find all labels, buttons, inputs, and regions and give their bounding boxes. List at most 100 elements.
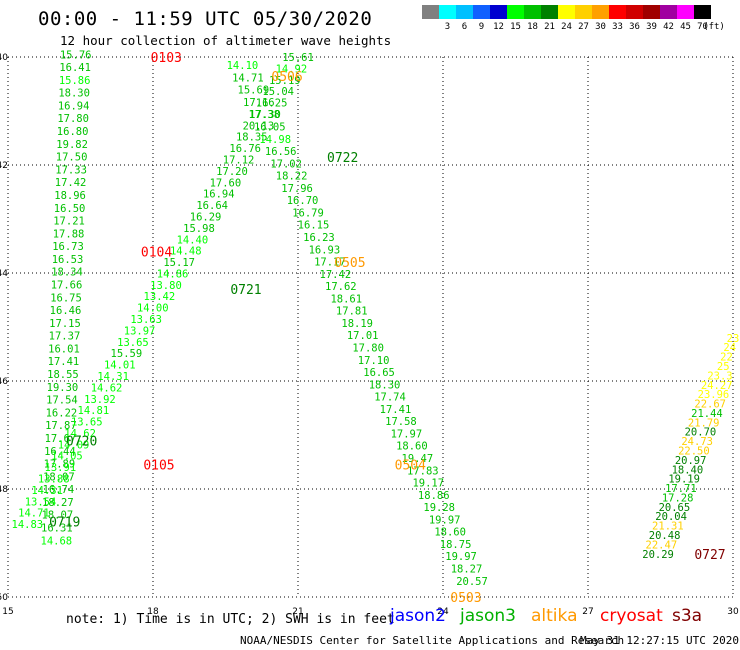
- wave-height-value: 16.65: [363, 367, 395, 379]
- wave-height-value: 14.31: [31, 485, 63, 497]
- colorbar-label: 36: [629, 22, 640, 32]
- wave-height-value: 19.97: [429, 514, 461, 526]
- wave-height-value: 17.28: [662, 492, 694, 504]
- wave-height-value: 17.42: [320, 269, 352, 281]
- wave-height-value: 14.09: [58, 439, 90, 451]
- wave-height-value: 14.62: [64, 428, 96, 440]
- wave-height-value: 17.37: [49, 331, 81, 343]
- wave-height-value: 24: [723, 342, 736, 354]
- legend-cryosat: cryosat: [600, 606, 663, 626]
- y-tick-label: -50: [0, 593, 8, 603]
- colorbar-label: 6: [461, 22, 468, 32]
- wave-height-value: 18.27: [451, 564, 483, 576]
- wave-height-value: 20.13: [243, 120, 275, 132]
- wave-height-value: 14.71: [18, 508, 50, 520]
- wave-height-value: 16.53: [52, 254, 84, 266]
- wave-height-value: 16.01: [48, 343, 80, 355]
- pass-time-label: 0505: [334, 256, 365, 271]
- y-tick-label: -40: [0, 53, 8, 63]
- wave-height-value: 17.74: [374, 392, 406, 404]
- y-tick-label: -46: [0, 377, 8, 387]
- pass-time-labels: 0103 0506 0722 0104 0505 0721 0720 0105 0504 0719…: [49, 51, 726, 606]
- wave-height-value: 18.07: [42, 510, 74, 522]
- wave-height-value: 17.20: [216, 166, 248, 178]
- wave-height-value: 17.80: [352, 343, 384, 355]
- colorbar-swatch: [694, 5, 711, 19]
- wave-height-value: 25: [717, 361, 730, 373]
- colorbar-swatch: [507, 5, 524, 19]
- wave-height-value: 15.61: [282, 52, 314, 64]
- wave-height-value: 17.88: [53, 228, 85, 240]
- wave-height-value: 20.65: [659, 502, 691, 514]
- wave-height-value: 17.89: [44, 459, 76, 471]
- wave-height-value: 16.64: [196, 200, 228, 212]
- wave-height-value: 21.31: [652, 521, 684, 533]
- wave-height-value: 14.01: [104, 360, 136, 372]
- wave-height-value: 18.07: [43, 471, 75, 483]
- wave-height-value: 18.86: [418, 490, 450, 502]
- wave-height-value: 17.10: [358, 355, 390, 367]
- wave-height-value: 20.48: [649, 530, 681, 542]
- wave-height-value: 14.48: [170, 246, 202, 258]
- wave-height-value: 16.93: [309, 244, 341, 256]
- wave-height-value: 16.73: [52, 241, 84, 253]
- wave-height-value: 16.79: [292, 207, 324, 219]
- wave-height-value: 18.61: [330, 293, 362, 305]
- pass-time-label: 0506: [271, 70, 302, 85]
- wave-height-value: 14.05: [51, 451, 83, 463]
- wave-height-value: 20.29: [642, 549, 674, 561]
- wave-height-value: 13.65: [71, 417, 103, 429]
- map-title: 00:00 - 11:59 UTC 05/30/2020: [38, 8, 373, 30]
- wave-height-value: 21.79: [688, 417, 720, 429]
- wave-height-value: 17.02: [270, 158, 302, 170]
- colorbar-label: 21: [544, 22, 555, 32]
- wave-height-value: 17.80: [57, 113, 89, 125]
- wave-height-value: 18.55: [47, 369, 79, 381]
- wave-height-value: 17.15: [49, 318, 81, 330]
- wave-height-value: 16.50: [54, 203, 86, 215]
- colorbar-swatch: [626, 5, 643, 19]
- pass-time-label: 0720: [66, 434, 97, 449]
- x-tick-label: 27: [582, 607, 593, 617]
- wave-height-value: 14.92: [276, 63, 308, 75]
- wave-height-value: 22.50: [678, 445, 710, 457]
- colorbar-label: 3: [444, 22, 451, 32]
- wave-height-value: 20.04: [655, 511, 687, 523]
- colorbar-label: 33: [612, 22, 623, 32]
- map-grid: [7, 56, 734, 598]
- wave-height-value: 18.60: [434, 527, 466, 539]
- observations: 15.7616.4115.8618.3016.9417.8016.8019.82…: [12, 49, 740, 588]
- wave-height-value: 18.96: [54, 190, 86, 202]
- wave-height-value: 18.40: [672, 464, 704, 476]
- wave-height-value: 16.15: [298, 220, 330, 232]
- wave-height-value: 17.60: [210, 177, 242, 189]
- wave-height-value: 17.87: [45, 420, 77, 432]
- footer-org: NOAA/NESDIS Center for Satellite Applica…: [240, 634, 625, 647]
- wave-height-value: 17.83: [407, 465, 439, 477]
- wave-height-value: 13.91: [45, 462, 77, 474]
- wave-height-value: 17.50: [56, 152, 88, 164]
- wave-height-value: 18.19: [341, 318, 373, 330]
- wave-height-value: 14.81: [78, 405, 110, 417]
- map-axes: 15 18 21 24 27 30 -40 -42 -44 -46 -48 -50: [0, 53, 739, 617]
- wave-height-value: 16.29: [190, 211, 222, 223]
- wave-height-value: 16.94: [58, 100, 90, 112]
- x-tick-label: 15: [2, 607, 13, 617]
- wave-height-value: 17.16: [243, 97, 275, 109]
- wave-height-value: 22: [720, 352, 733, 364]
- wave-height-value: 18.22: [276, 171, 308, 183]
- wave-height-value: 17.17: [314, 257, 346, 269]
- colorbar-label: 18: [527, 22, 538, 32]
- wave-height-value: 17.54: [46, 395, 78, 407]
- wave-height-value: 19.47: [402, 453, 434, 465]
- wave-height-value: 15.69: [238, 85, 270, 97]
- wave-height-value: 17.42: [55, 177, 87, 189]
- pass-time-label: 0721: [230, 283, 261, 298]
- pass-time-label: 0504: [395, 459, 426, 474]
- wave-height-value: 17.81: [336, 306, 368, 318]
- wave-height-value: 20.57: [456, 576, 488, 588]
- x-tick-label: 30: [727, 607, 739, 617]
- wave-height-value: 14.68: [41, 535, 73, 547]
- wave-height-value: 14.10: [227, 60, 259, 72]
- wave-height-value: 18.34: [51, 267, 83, 279]
